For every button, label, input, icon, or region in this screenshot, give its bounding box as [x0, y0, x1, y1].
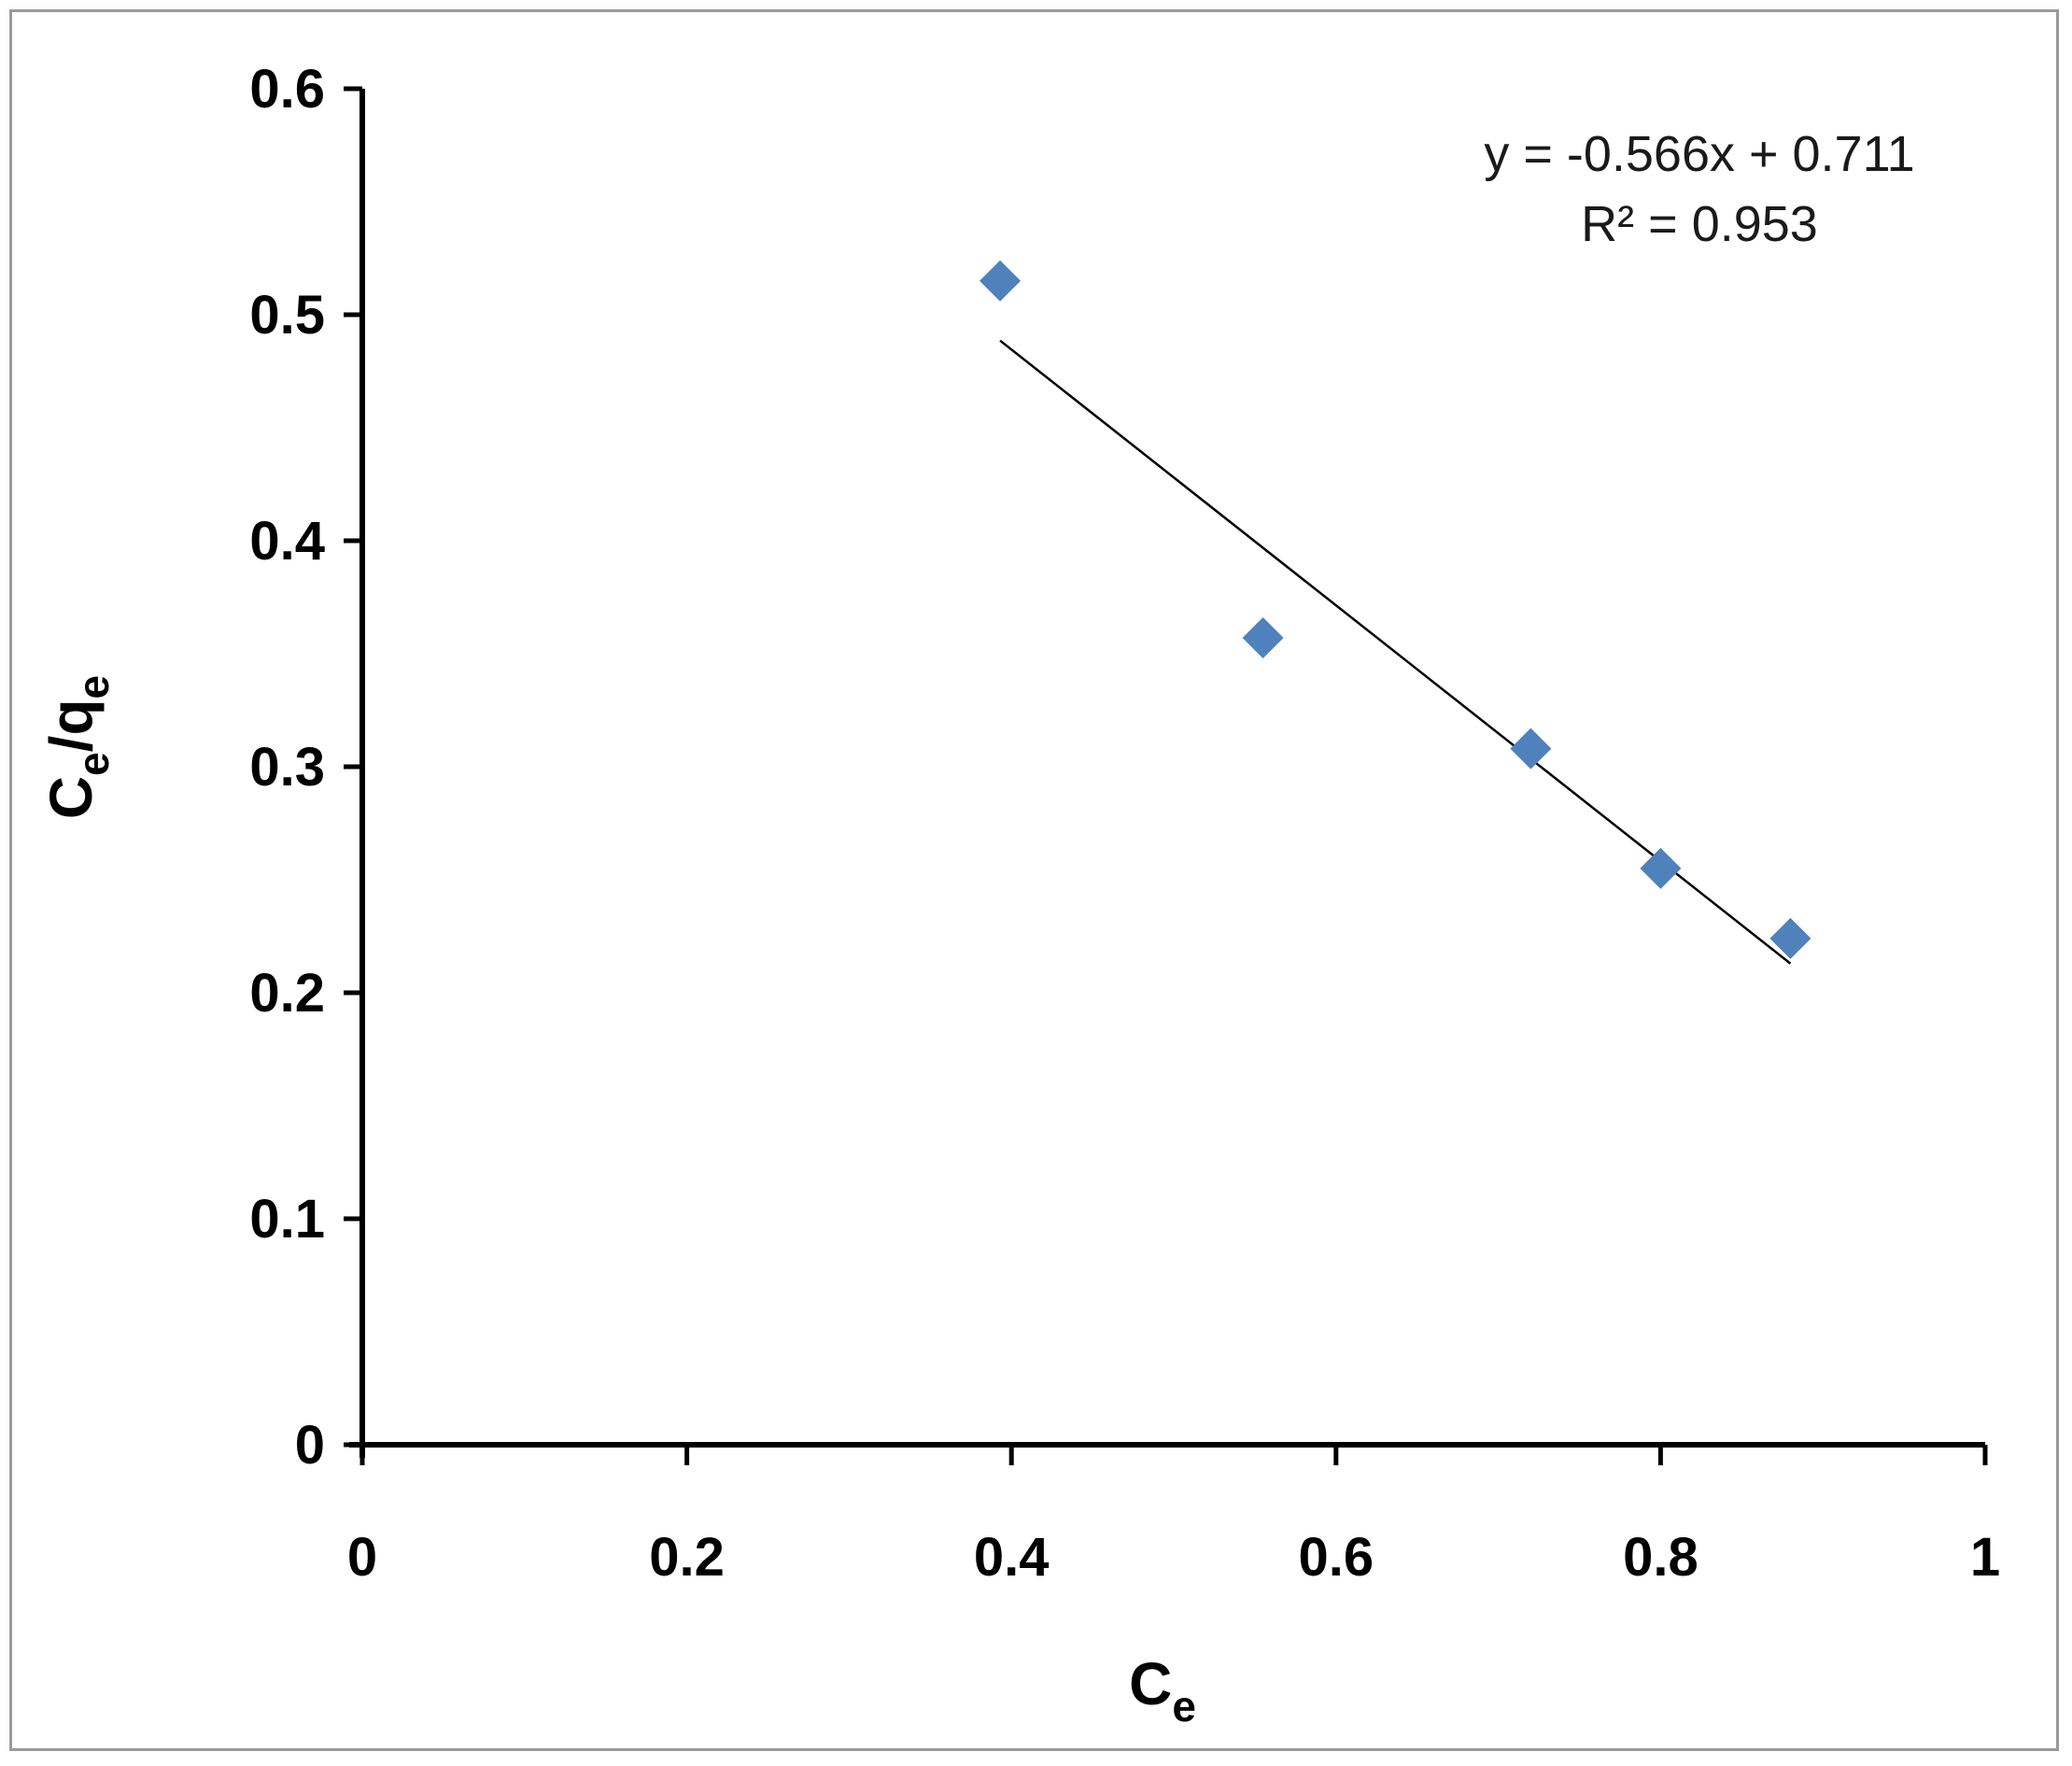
x-tick-label: 0.6 [1298, 1527, 1374, 1588]
y-axis-title-slash: / [37, 735, 105, 752]
axes [349, 89, 1985, 1458]
y-tick-label: 0.3 [249, 737, 325, 798]
data-point [1242, 617, 1284, 659]
x-tick-label: 0.4 [974, 1527, 1050, 1588]
y-tick-label: 0.5 [249, 285, 325, 346]
data-point [1769, 917, 1811, 959]
y-axis-title: Ce/qe [37, 675, 118, 819]
x-tick-label: 0 [347, 1527, 377, 1588]
y-tick-label: 0.4 [249, 511, 325, 572]
x-axis-ticks: 0 0.2 0.4 0.6 0.8 1 [347, 1445, 2000, 1588]
r-squared-label: R² = 0.953 [1581, 196, 1818, 252]
x-axis-title-main: C [1129, 1650, 1172, 1717]
x-axis-title-subscript: e [1172, 1682, 1196, 1731]
data-points [980, 260, 1811, 959]
trendline-equation: y = -0.566x + 0.711 [1484, 126, 1914, 182]
y-axis-title-q: q [37, 699, 105, 735]
y-axis-title-c-subscript: e [69, 752, 118, 776]
y-axis-title-c: C [37, 776, 105, 819]
y-tick-label: 0 [295, 1415, 325, 1476]
data-point [980, 260, 1022, 302]
y-axis-ticks: 0 0.1 0.2 0.3 0.4 0.5 0.6 [249, 59, 362, 1476]
x-axis-title: Ce [1129, 1650, 1196, 1731]
x-tick-label: 1 [1970, 1527, 2000, 1588]
data-point [1640, 847, 1682, 889]
x-tick-label: 0.2 [649, 1527, 725, 1588]
data-point [1510, 728, 1552, 770]
chart-frame [9, 9, 2059, 1751]
x-tick-label: 0.8 [1623, 1527, 1698, 1588]
y-axis-title-q-subscript: e [69, 675, 118, 699]
y-tick-label: 0.1 [249, 1189, 325, 1250]
y-tick-label: 0.6 [249, 59, 325, 120]
y-tick-label: 0.2 [249, 963, 325, 1024]
